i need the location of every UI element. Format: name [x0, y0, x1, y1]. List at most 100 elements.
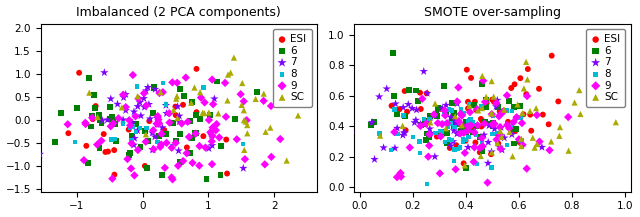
9 — [511, 115, 522, 119]
7 — [157, 126, 168, 129]
SC — [563, 149, 573, 152]
9 — [200, 101, 210, 104]
ESI — [109, 173, 120, 176]
9 — [191, 132, 201, 135]
ESI — [221, 138, 232, 141]
6 — [404, 89, 414, 92]
SC — [546, 140, 556, 143]
8 — [492, 132, 502, 135]
6 — [420, 138, 431, 141]
7 — [152, 117, 163, 120]
6 — [131, 123, 141, 126]
9 — [455, 132, 465, 135]
9 — [495, 133, 505, 136]
9 — [465, 110, 475, 114]
7 — [139, 97, 149, 100]
7 — [102, 118, 113, 122]
ESI — [543, 123, 554, 126]
6 — [136, 145, 146, 148]
ESI — [222, 172, 232, 175]
9 — [139, 92, 149, 95]
7 — [399, 131, 410, 135]
ESI — [510, 130, 520, 133]
7 — [174, 114, 184, 118]
6 — [109, 122, 120, 126]
7 — [369, 158, 380, 161]
SC — [242, 132, 252, 135]
6 — [477, 149, 488, 153]
8 — [447, 109, 458, 112]
8 — [471, 133, 481, 137]
9 — [504, 127, 515, 130]
6 — [95, 118, 105, 122]
9 — [404, 146, 415, 149]
9 — [421, 122, 431, 125]
ESI — [534, 87, 544, 90]
6 — [412, 89, 422, 92]
6 — [461, 130, 472, 134]
6 — [432, 115, 442, 118]
8 — [106, 138, 116, 141]
SC — [239, 108, 249, 112]
9 — [490, 122, 500, 126]
SC — [225, 71, 236, 74]
6 — [420, 119, 430, 123]
ESI — [470, 100, 480, 104]
6 — [471, 124, 481, 128]
SC — [186, 101, 196, 105]
7 — [135, 101, 145, 104]
7 — [147, 148, 157, 151]
ESI — [170, 105, 180, 108]
ESI — [526, 129, 536, 132]
7 — [173, 105, 183, 108]
6 — [161, 132, 171, 136]
SC — [518, 111, 528, 115]
7 — [490, 127, 500, 131]
SC — [397, 124, 408, 128]
6 — [185, 119, 195, 123]
SC — [199, 112, 209, 115]
9 — [468, 160, 479, 164]
7 — [6, 104, 16, 108]
7 — [129, 136, 140, 140]
7 — [150, 87, 160, 91]
ESI — [198, 134, 209, 138]
ESI — [467, 128, 477, 131]
6 — [442, 141, 452, 145]
7 — [499, 136, 509, 140]
ESI — [463, 107, 473, 110]
7 — [494, 145, 504, 149]
9 — [106, 125, 116, 128]
Title: Imbalanced (2 PCA components): Imbalanced (2 PCA components) — [76, 6, 281, 19]
ESI — [460, 122, 470, 126]
7 — [374, 95, 385, 99]
SC — [132, 94, 143, 98]
6 — [425, 114, 435, 117]
9 — [457, 114, 467, 117]
9 — [196, 96, 206, 99]
ESI — [103, 150, 113, 153]
SC — [516, 144, 527, 148]
ESI — [191, 67, 202, 71]
9 — [232, 138, 242, 141]
7 — [120, 109, 131, 112]
6 — [515, 104, 525, 108]
6 — [172, 139, 182, 143]
6 — [111, 140, 122, 143]
7 — [423, 120, 433, 123]
SC — [486, 112, 497, 115]
6 — [449, 112, 459, 115]
8 — [154, 119, 164, 123]
9 — [437, 122, 447, 126]
ESI — [456, 132, 466, 135]
6 — [175, 87, 186, 90]
7 — [238, 166, 248, 170]
ESI — [461, 68, 472, 71]
ESI — [402, 110, 412, 113]
7 — [397, 133, 408, 137]
7 — [403, 103, 413, 106]
6 — [86, 125, 96, 128]
6 — [442, 131, 452, 135]
6 — [486, 122, 497, 126]
9 — [108, 122, 118, 125]
